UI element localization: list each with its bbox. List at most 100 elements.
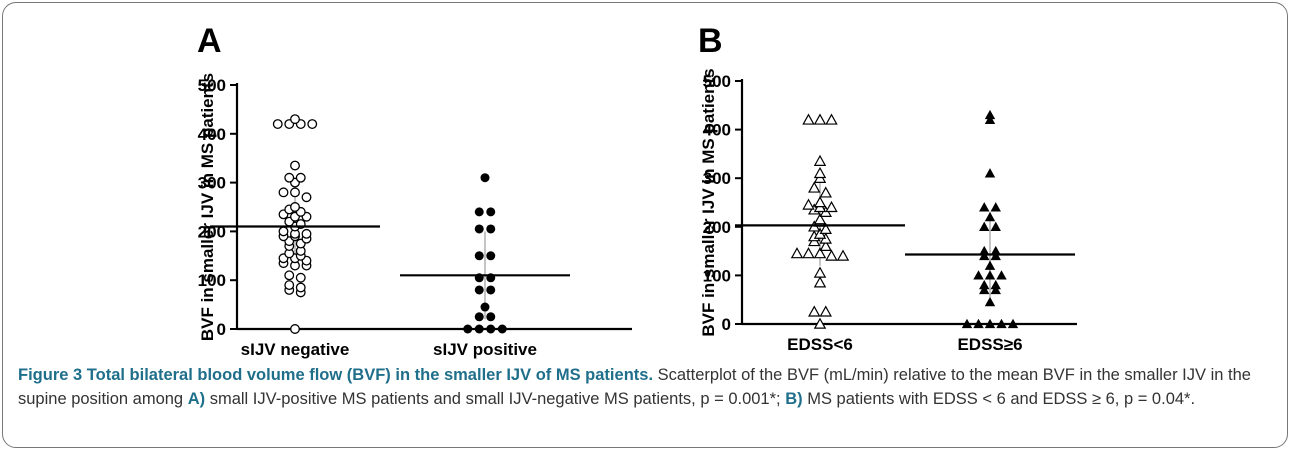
data-point [813,154,827,166]
data-point [474,207,484,217]
data-point [984,211,996,222]
data-point [802,113,815,125]
x-category-label: EDSS<6 [787,335,853,354]
data-point [979,284,990,295]
data-point [790,247,804,259]
data-point [802,247,815,259]
data-point [979,245,990,256]
caption-label-b: B) [785,390,803,408]
x-category-label: EDSS≥6 [957,335,1022,354]
data-point [984,109,996,120]
data-point [813,196,827,208]
y-tick-label: 500 [198,76,226,95]
data-point [295,282,306,293]
data-point [290,324,300,334]
data-point [480,173,490,183]
y-tick-label: 400 [703,121,731,140]
data-point [990,279,1001,290]
figure-caption: Figure 3 Total bilateral blood volume fl… [18,363,1273,411]
data-point [301,228,312,239]
data-point [990,202,1001,212]
data-point [278,187,289,198]
caption-text-3: MS patients with EDSS < 6 and EDSS ≥ 6, … [802,390,1196,408]
data-point [474,285,484,295]
data-point [295,172,306,183]
data-point [290,160,300,171]
data-point [474,251,484,261]
data-point [295,272,306,283]
data-point [486,285,496,295]
data-point [463,324,473,334]
data-point [990,221,1001,231]
data-point [486,251,496,261]
data-point [819,305,832,317]
data-point [1007,318,1019,329]
data-point [819,222,832,234]
y-tick-label: 100 [198,271,226,290]
y-tick-label: 0 [722,315,731,334]
caption-title: Figure 3 Total bilateral blood volume fl… [18,366,654,384]
data-point [284,270,295,281]
data-point [984,168,996,178]
data-point [808,305,821,317]
data-point [979,202,990,212]
data-point [307,119,318,129]
data-point [819,186,832,198]
data-point [984,270,996,280]
data-point [486,224,496,234]
y-tick-label: 300 [198,174,226,193]
data-point [486,207,496,217]
panel-letter: A [197,22,222,60]
data-point [301,192,312,203]
y-axis-title: BVF in smaller IJV in MS patients [198,73,217,341]
caption-text-2: small IJV-positive MS patients and small… [205,390,786,408]
data-point [996,318,1007,329]
data-point [802,198,815,210]
x-category-label: sIJV negative [241,340,350,359]
data-point [961,318,973,329]
data-point [290,202,300,212]
data-point [474,324,484,334]
data-point [474,312,484,322]
data-point [813,317,827,329]
data-point [290,114,300,125]
data-point [813,213,827,225]
y-tick-label: 400 [198,125,226,144]
data-point [996,270,1007,280]
data-point [973,318,984,329]
data-point [984,260,996,270]
data-point [813,166,827,179]
data-point [973,270,984,280]
data-point [813,247,827,259]
y-tick-label: 300 [703,169,731,188]
y-tick-label: 100 [703,266,731,285]
y-tick-label: 500 [703,72,731,91]
data-point [836,249,850,261]
data-point [808,181,821,193]
y-axis-title: BVF in smaller IJV in MS patients [699,68,718,336]
data-point [278,226,289,237]
data-point [984,318,996,329]
data-point [813,266,827,278]
x-category-label: sIJV positive [433,340,537,359]
data-point [474,224,484,234]
data-point [486,324,496,334]
y-tick-label: 200 [703,218,731,237]
data-point [825,200,838,213]
data-point [819,239,832,251]
data-point [813,276,827,288]
panel-letter: B [698,22,723,60]
data-point [497,324,507,334]
data-point [284,172,295,183]
data-point [979,221,990,231]
data-point [813,113,827,125]
data-point [272,119,283,129]
y-tick-label: 0 [217,320,226,339]
data-point [979,279,990,290]
data-point [984,114,996,125]
data-point [825,113,838,125]
